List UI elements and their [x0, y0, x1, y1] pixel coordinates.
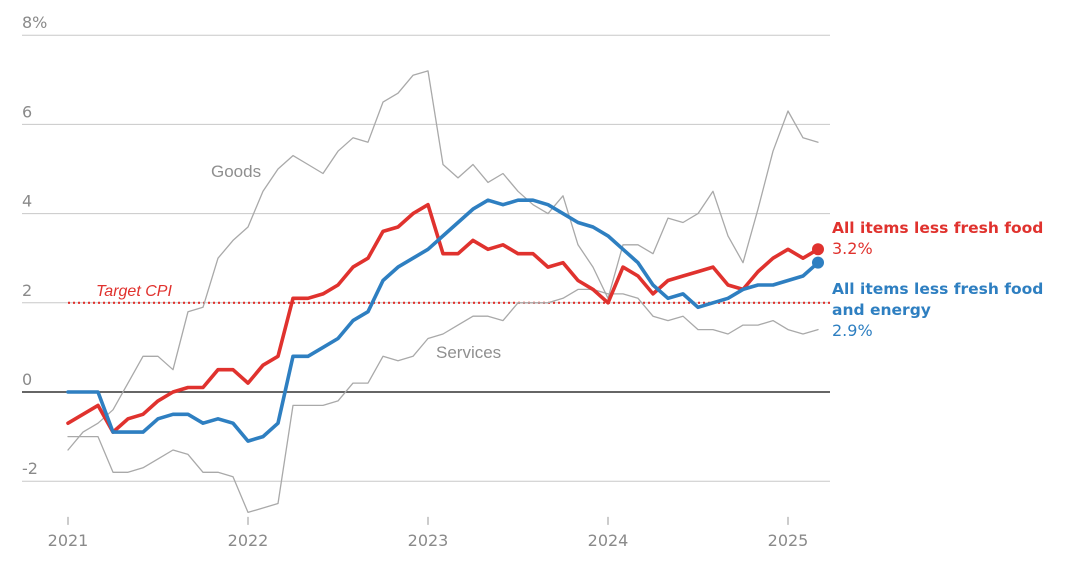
- legend-less-fresh-food-energy-title-line2: and energy: [832, 301, 931, 319]
- x-tick-label: 2025: [768, 531, 809, 550]
- y-tick-label: 4: [22, 192, 32, 211]
- services-line: [67, 288, 819, 514]
- less-fresh-food-end-dot: [811, 243, 824, 256]
- series-lines: [66, 70, 824, 514]
- y-tick-label: -2: [22, 459, 38, 478]
- y-tick-label: 2: [22, 281, 32, 300]
- x-axis-ticks: 2021 2022 2023 2024 2025: [48, 516, 809, 550]
- series-labels: Goods Services All items less fresh food 3.…: [211, 162, 1043, 362]
- legend-less-fresh-food-energy-value: 2.9%: [832, 321, 873, 340]
- target-cpi-line: Target CPI: [68, 283, 830, 304]
- legend-less-fresh-food-energy-title-line1: All items less fresh food: [832, 280, 1043, 298]
- goods-label: Goods: [211, 162, 261, 181]
- less-fresh-food-energy-line: [66, 198, 820, 443]
- y-tick-label: 0: [22, 370, 32, 389]
- x-tick-label: 2023: [408, 531, 449, 550]
- y-tick-label: 8%: [22, 13, 47, 32]
- services-label: Services: [436, 343, 501, 362]
- legend-less-fresh-food-value: 3.2%: [832, 239, 873, 258]
- x-tick-label: 2022: [228, 531, 269, 550]
- y-axis-ticks: 8% 6 4 2 0 -2: [22, 13, 47, 478]
- x-tick-label: 2024: [588, 531, 629, 550]
- less-fresh-food-line: [66, 202, 820, 434]
- legend-less-fresh-food-title: All items less fresh food: [832, 219, 1043, 237]
- gridlines: [22, 34, 830, 482]
- x-tick-label: 2021: [48, 531, 89, 550]
- less-fresh-food-energy-end-dot: [811, 256, 824, 269]
- goods-line: [67, 70, 819, 451]
- y-tick-label: 6: [22, 102, 32, 121]
- target-cpi-label: Target CPI: [96, 283, 172, 300]
